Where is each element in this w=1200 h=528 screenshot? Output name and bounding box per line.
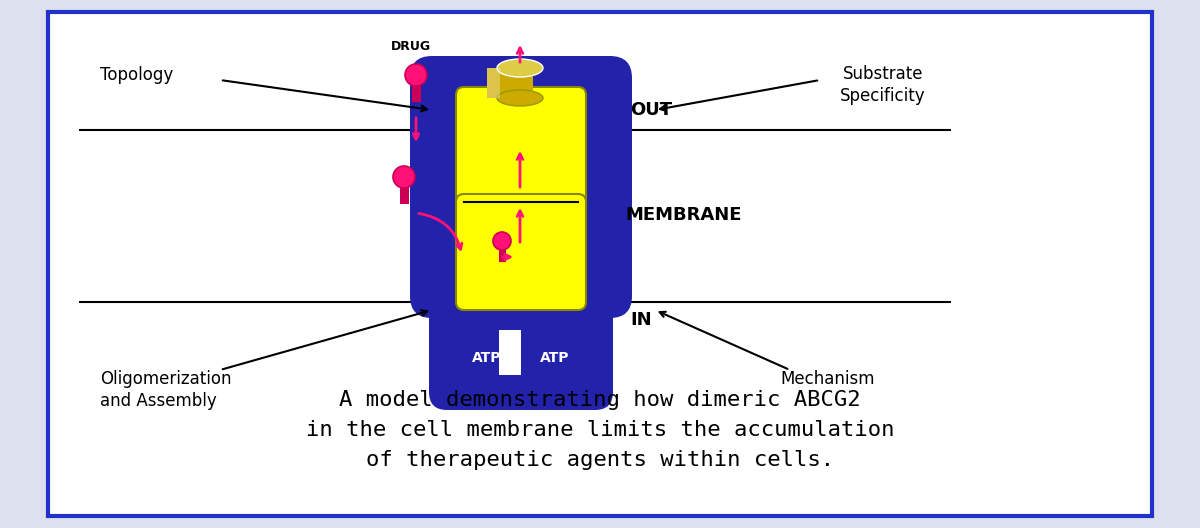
Text: A model demonstrating how dimeric ABCG2: A model demonstrating how dimeric ABCG2 (340, 390, 860, 410)
Text: ATP: ATP (473, 351, 502, 365)
Circle shape (493, 232, 511, 250)
Ellipse shape (497, 90, 542, 106)
Text: Mechanism: Mechanism (780, 370, 875, 388)
Text: of therapeutic agents within cells.: of therapeutic agents within cells. (366, 450, 834, 470)
Text: Topology: Topology (100, 66, 173, 84)
FancyBboxPatch shape (456, 87, 586, 208)
FancyBboxPatch shape (400, 186, 409, 204)
FancyBboxPatch shape (430, 302, 545, 410)
Text: ATP: ATP (540, 351, 570, 365)
FancyBboxPatch shape (497, 302, 613, 410)
Text: MEMBRANE: MEMBRANE (625, 206, 742, 224)
Circle shape (406, 64, 427, 86)
FancyBboxPatch shape (410, 56, 632, 318)
Ellipse shape (497, 59, 542, 77)
Text: Oligomerization
and Assembly: Oligomerization and Assembly (100, 370, 232, 410)
Text: Substrate
Specificity: Substrate Specificity (840, 65, 925, 105)
Polygon shape (487, 68, 533, 98)
Text: IN: IN (630, 311, 652, 329)
Text: OUT: OUT (630, 101, 672, 119)
Circle shape (394, 166, 415, 188)
Text: DRUG: DRUG (391, 40, 431, 53)
FancyBboxPatch shape (456, 194, 586, 310)
FancyBboxPatch shape (412, 84, 421, 102)
FancyBboxPatch shape (48, 12, 1152, 516)
FancyBboxPatch shape (499, 330, 521, 375)
Polygon shape (487, 68, 500, 98)
FancyBboxPatch shape (499, 248, 506, 262)
Text: in the cell membrane limits the accumulation: in the cell membrane limits the accumula… (306, 420, 894, 440)
